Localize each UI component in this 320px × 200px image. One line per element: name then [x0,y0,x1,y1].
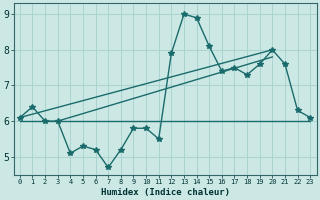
X-axis label: Humidex (Indice chaleur): Humidex (Indice chaleur) [100,188,229,197]
